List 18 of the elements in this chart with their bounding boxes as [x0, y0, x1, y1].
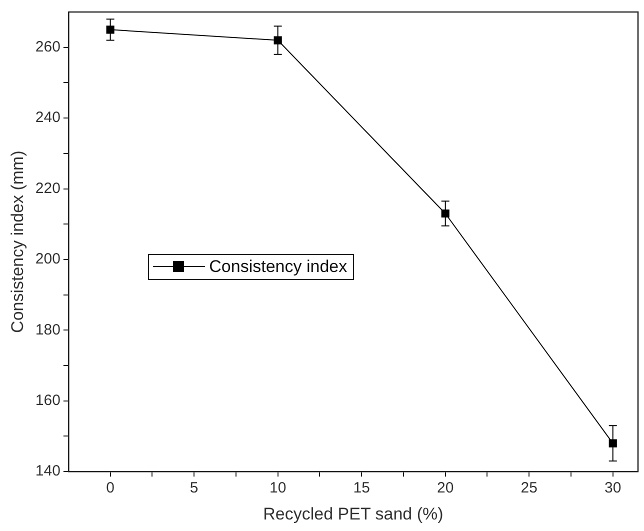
x-tick-label: 0	[106, 480, 114, 497]
point	[274, 36, 282, 44]
y-tick-label: 140	[35, 462, 60, 480]
x-tick-label: 25	[520, 480, 538, 497]
y-tick-label: 160	[35, 392, 60, 410]
x-tick-label: 20	[437, 480, 454, 497]
x-tick-label: 5	[190, 480, 198, 497]
y-tick-label: 200	[35, 250, 60, 268]
y-tick-label: 260	[35, 38, 60, 56]
y-tick-label: 220	[35, 180, 60, 197]
x-tick-label: 10	[269, 480, 286, 497]
y-axis-title: Consistency index (mm)	[8, 150, 27, 333]
x-tick-label: 30	[604, 480, 622, 497]
x-axis-title: Recycled PET sand (%)	[263, 504, 444, 524]
x-tick-label: 15	[353, 480, 370, 497]
y-tick-label: 240	[35, 109, 60, 126]
legend-label: Consistency index	[209, 256, 348, 277]
y-tick-label: 180	[35, 321, 60, 338]
